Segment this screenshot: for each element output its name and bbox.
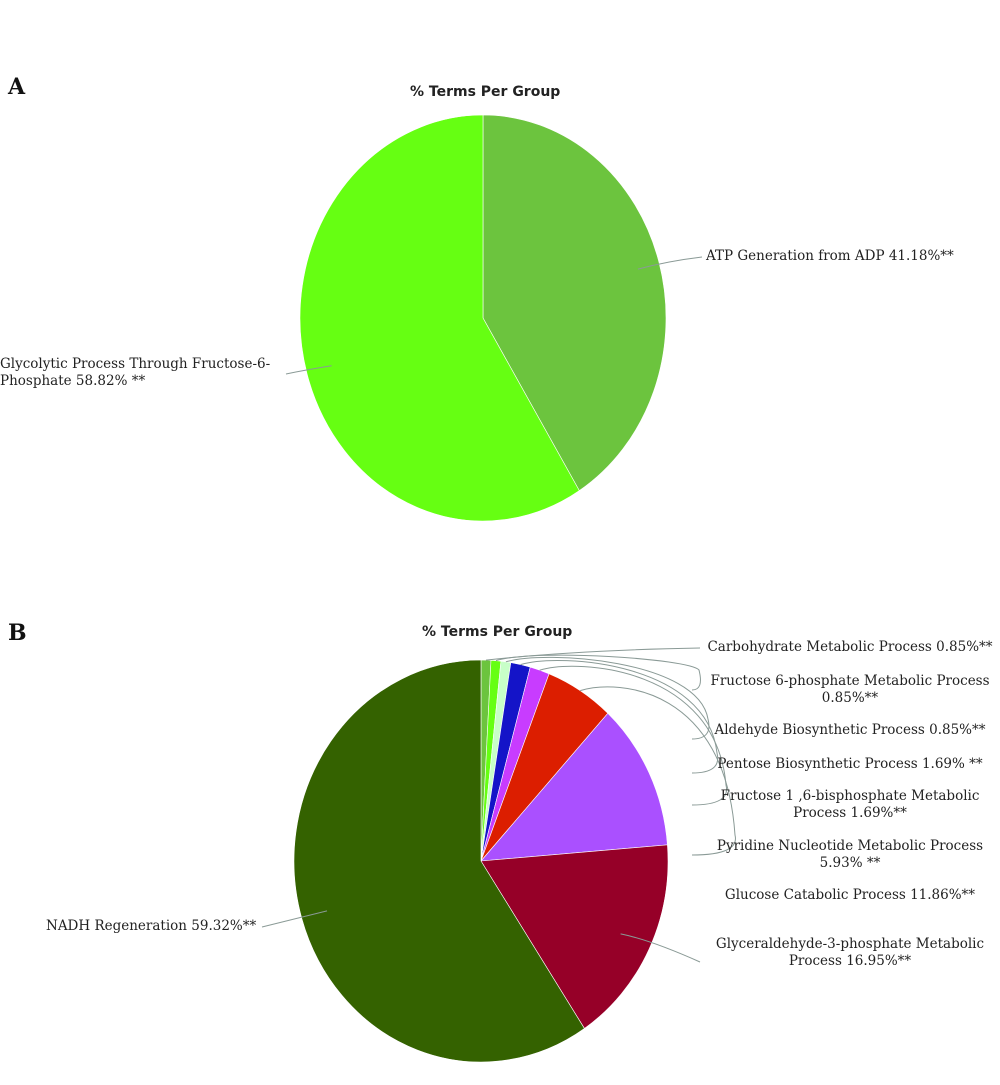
pie-b-label-carbohydrate: Carbohydrate Metabolic Process 0.85%** — [707, 639, 993, 655]
pie-b-leader-pentose-biosynthetic-process-1-69 — [520, 660, 719, 774]
pie-a-label-atp-generation: ATP Generation from ADP 41.18%** — [706, 248, 954, 264]
pie-b-leader-lines — [261, 647, 736, 963]
pie-b-slice-nadh-regeneration-59-32 — [293, 659, 585, 1063]
pie-a-slice-glycolytic-process-through-fructose-6-ph — [299, 114, 580, 522]
pie-a-leader-lines — [285, 256, 703, 375]
pie-b-label-pentose: Pentose Biosynthetic Process 1.69% ** — [717, 756, 983, 772]
pie-b-leader-aldehyde-biosynthetic-process-0-85 — [505, 656, 710, 740]
pie-b-label-glucose-catabolic: Glucose Catabolic Process 11.86%** — [724, 887, 976, 903]
pie-a-leader-atp-generation — [637, 256, 703, 270]
pie-b-leader-nadh-regeneration — [261, 910, 328, 928]
panel-letter-b: B — [8, 620, 27, 646]
pie-b-leader-carbohydrate-metabolic-process-0-85 — [485, 647, 701, 661]
pie-a-slice-atp-generation-from-adp-41-18 — [482, 114, 667, 492]
pie-chart-b — [293, 659, 669, 1063]
chart-b-title: % Terms Per Group — [422, 624, 573, 640]
pie-b-label-aldehyde: Aldehyde Biosynthetic Process 0.85%** — [714, 722, 986, 738]
pie-b-slice-glucose-catabolic-process-11-86 — [480, 712, 668, 862]
chart-a-title: % Terms Per Group — [410, 84, 561, 100]
pie-b-leader-glyceraldehyde-3-phosphate-metabolic-pro — [620, 933, 701, 963]
pie-b-label-glyceraldehyde: Glyceraldehyde-3-phosphate Metabolic Pro… — [715, 936, 985, 969]
pie-b-label-nadh: NADH Regeneration 59.32%** — [46, 918, 257, 934]
pie-b-leader-fructose-1-6-bisphosphate-metabolic-proc — [539, 665, 728, 806]
pie-a-leader-glycolytic-process — [285, 365, 332, 375]
pie-b-leader-pyridine-nucleotide-metabolic-process-5- — [580, 686, 736, 856]
pie-chart-a — [299, 114, 667, 522]
panel-letter-a: A — [8, 74, 26, 100]
pie-a-label-glycolytic-process: Glycolytic Process Through Fructose-6-Ph… — [0, 356, 271, 389]
pie-b-slice-glyceraldehyde-3-phosphate-metabolic-pro — [480, 844, 669, 1029]
pie-b-label-pyridine: Pyridine Nucleotide Metabolic Process 5.… — [716, 838, 984, 871]
pie-b-label-fructose-1-6: Fructose 1 ,6-bisphosphate Metabolic Pro… — [720, 788, 980, 821]
pie-b-leader-fructose-6-phosphate-metabolic-process-0 — [495, 654, 701, 691]
pie-b-label-fructose-6-phosphate: Fructose 6-phosphate Metabolic Process 0… — [710, 673, 990, 706]
